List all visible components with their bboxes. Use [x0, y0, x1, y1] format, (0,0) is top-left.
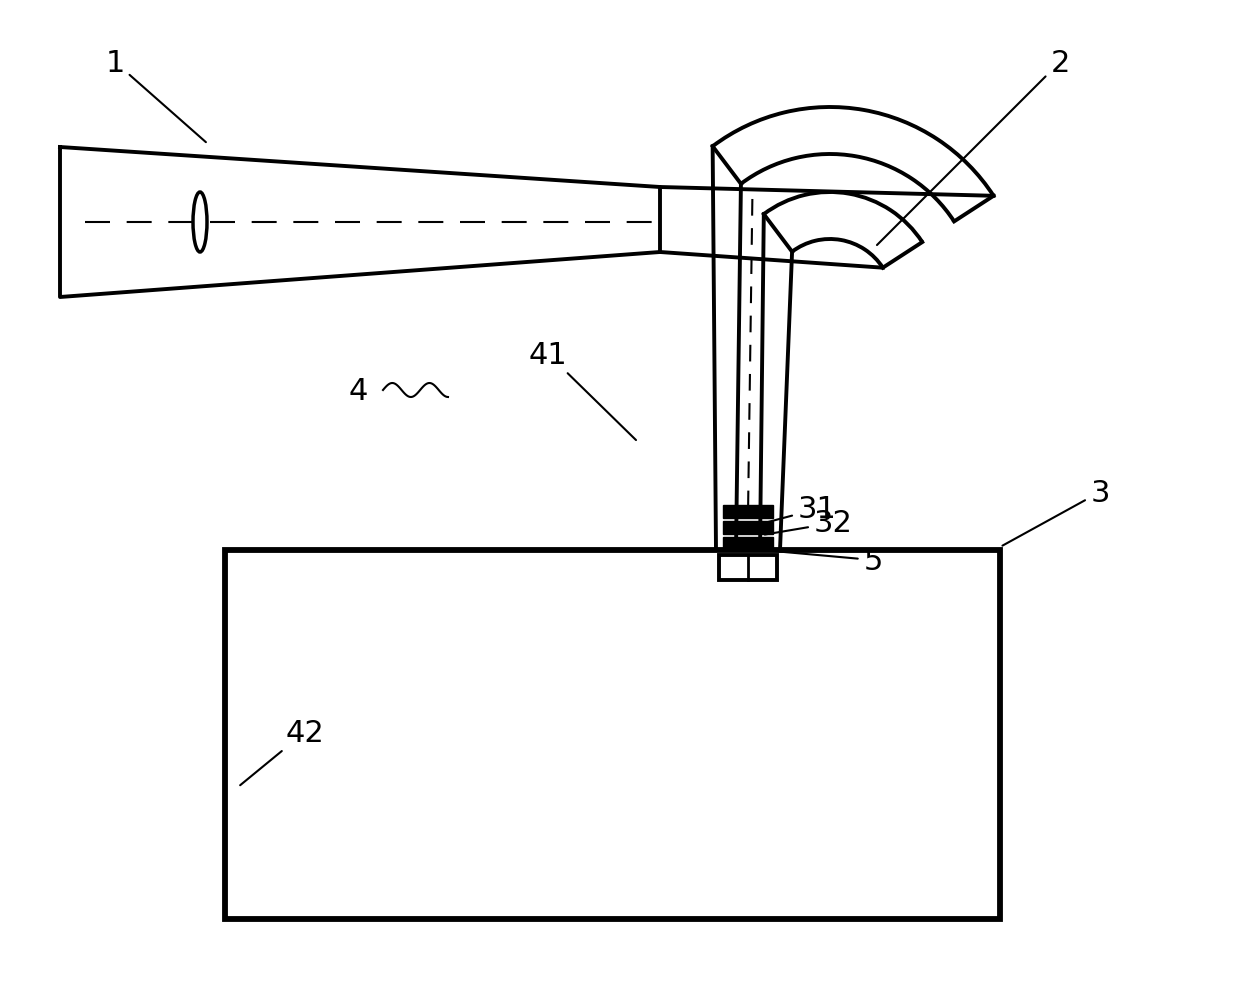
Text: 3: 3: [1002, 478, 1110, 546]
Bar: [723, 537, 773, 550]
Text: 2: 2: [877, 48, 1070, 245]
Bar: [723, 505, 773, 518]
Bar: [719, 555, 777, 580]
Bar: [723, 521, 773, 534]
Text: 31: 31: [755, 495, 837, 526]
Text: 4: 4: [348, 376, 368, 405]
Bar: [224, 550, 999, 919]
Text: 5: 5: [765, 546, 883, 575]
Text: 32: 32: [765, 509, 852, 538]
Text: 1: 1: [105, 48, 206, 143]
Text: 42: 42: [241, 717, 325, 786]
Text: 41: 41: [528, 340, 636, 441]
